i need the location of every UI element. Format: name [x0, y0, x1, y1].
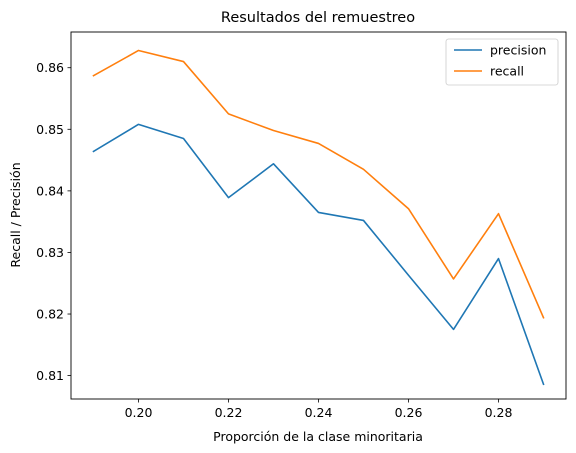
x-tick-label: 0.22: [215, 405, 243, 420]
series-line-recall: [92, 49, 545, 319]
x-tick-label: 0.26: [395, 405, 423, 420]
series-line-precision: [92, 123, 545, 386]
legend-label-recall: recall: [490, 64, 524, 79]
y-tick-label: 0.86: [36, 60, 64, 75]
x-axis-label: Proporción de la clase minoritaria: [213, 429, 423, 444]
plot-frame: [70, 31, 567, 400]
y-axis: 0.81 0.82 0.83 0.84 0.85 0.86: [36, 60, 71, 383]
y-tick-label: 0.83: [36, 245, 64, 260]
legend-label-precision: precision: [490, 43, 546, 58]
y-tick-label: 0.84: [36, 183, 64, 198]
x-tick-label: 0.24: [305, 405, 333, 420]
series-layer: [92, 49, 545, 386]
y-tick-label: 0.82: [36, 307, 64, 322]
x-tick-label: 0.20: [125, 405, 153, 420]
legend: precision recall: [445, 38, 559, 86]
y-tick-label: 0.85: [36, 122, 64, 137]
y-tick-label: 0.81: [36, 368, 64, 383]
x-tick-label: 0.28: [485, 405, 513, 420]
chart-title: Resultados del remuestreo: [221, 10, 415, 26]
x-axis: 0.20 0.22 0.24 0.26 0.28: [125, 399, 513, 420]
y-axis-label: Recall / Precisión: [8, 162, 23, 267]
